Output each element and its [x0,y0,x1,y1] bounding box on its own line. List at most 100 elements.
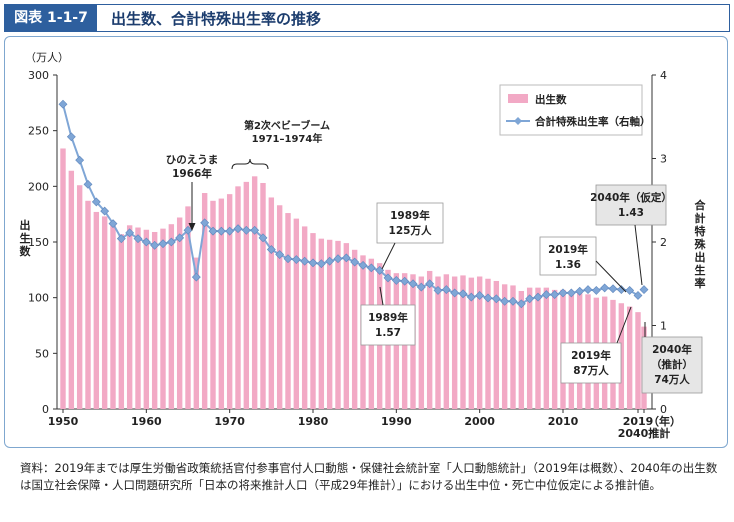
anno-births-2019-line: 2019年 [571,349,611,362]
births-bar [210,200,216,409]
anno-births-1989-line: 125万人 [389,224,432,237]
right-axis-title-char: 計 [695,211,706,225]
tfr-marker [441,285,451,295]
anno-tfr-2019-pointer [595,260,627,293]
births-bar [343,243,350,409]
left-tick-label: 300 [28,69,49,82]
source-note: 資料：2019年までは厚生労働省政策統括官付参事官付人口動態・保健社会統計室「人… [20,460,720,494]
tfr-marker [58,99,68,109]
anno-births-1989-box [376,202,444,244]
tfr-marker [466,292,476,302]
left-unit-label: （万人） [25,51,69,64]
births-bar [110,223,116,409]
left-tick-label: 50 [35,347,49,360]
figure-number: 図表 1-1-7 [5,5,97,31]
tfr-marker [433,286,443,295]
right-tick-label: 3 [660,153,667,166]
tfr-marker [575,286,585,296]
tfr-marker [358,260,368,270]
tfr-marker [175,233,185,243]
source-label: 資料： [20,461,55,475]
x-tick-label: 1970 [214,415,245,428]
anno-tfr-1989-line: 1.57 [375,327,401,339]
births-bar [160,228,166,409]
births-bar [626,306,633,409]
x-tick-label: 2019 [623,415,654,428]
tfr-marker [241,225,251,235]
births-bar [310,233,316,409]
axis-labels: 05010015020025030001234（万人）出生数合計特殊出生率195… [20,51,707,440]
births-bar [426,270,433,409]
anno-tfr-1989-line: 1989年 [368,311,408,324]
births-bar [68,170,75,409]
tfr-marker [408,279,418,289]
tfr-marker [225,226,235,236]
tfr-marker [583,285,593,295]
tfr-marker [625,286,635,295]
figure-header: 図表 1-1-7 出生数、合計特殊出生率の推移 [4,4,730,32]
anno-hinoeuma-2: 1966年 [172,167,212,180]
births-bar [268,197,275,409]
tfr-marker [133,234,143,244]
tfr-marker [458,289,468,299]
tfr-marker [233,224,243,234]
anno-babyboom-2: 1971–1974年 [252,132,323,145]
right-tick-label: 4 [660,69,667,82]
tfr-marker [516,299,526,309]
births-bar [260,182,266,409]
anno-births-2040-line: 74万人 [654,373,690,386]
tfr-marker [508,296,518,306]
tfr-marker [491,294,501,304]
right-tick-label: 0 [660,403,667,416]
births-bar [460,275,466,409]
right-axis-title-char: 殊 [695,237,707,251]
right-tick-label: 1 [660,320,667,333]
right-tick-label: 2 [660,236,667,249]
births-bar [76,185,83,409]
births-bar [476,276,483,409]
births-bar [435,276,441,409]
tfr-marker [500,296,510,306]
tfr-marker [450,288,460,298]
tfr-marker [116,234,126,244]
births-bar [543,287,550,409]
x-tick-label: 1950 [48,415,79,428]
anno-babyboom-brace [231,158,269,170]
tfr-marker [566,288,576,298]
legend-box [499,84,643,136]
tfr-marker [383,273,393,283]
anno-births-2019-line: 87万人 [573,364,609,377]
tfr-marker [100,206,110,216]
tfr-marker [525,294,535,304]
left-tick-label: 250 [28,125,49,138]
right-axis-title-char: 生 [695,263,706,277]
chart-panel: 0 50 100 150 200 250 300 0 1 2 3 4 （万人）出生数合計特殊出生率 195… [4,36,728,448]
tfr-marker [183,225,193,235]
births-bar [485,278,491,409]
births-bar [243,181,250,409]
legend-line-marker [514,117,522,125]
tfr-marker [150,240,160,250]
births-bar [468,277,475,409]
tfr-line [58,99,649,309]
tfr-marker [250,225,260,235]
tfr-marker [608,284,618,294]
anno-tfr-2019-box [539,236,597,276]
births-bar [418,276,425,409]
births-bar [60,148,66,409]
tfr-marker [191,272,201,282]
anno-tfr-2019-line: 2019年 [548,243,588,256]
births-bar [335,240,341,409]
x-unit-label: （年） [648,414,681,428]
tfr-marker [216,226,226,236]
anno-births-2019-box [560,342,622,384]
births-bar [118,234,125,409]
births-bar [143,229,150,409]
anno-tfr-1989-pointer [379,286,384,306]
births-bar [185,206,191,409]
tfr-marker [616,285,626,295]
tfr-marker [141,237,151,247]
anno-tfr-2040-line: 1.43 [618,207,644,219]
